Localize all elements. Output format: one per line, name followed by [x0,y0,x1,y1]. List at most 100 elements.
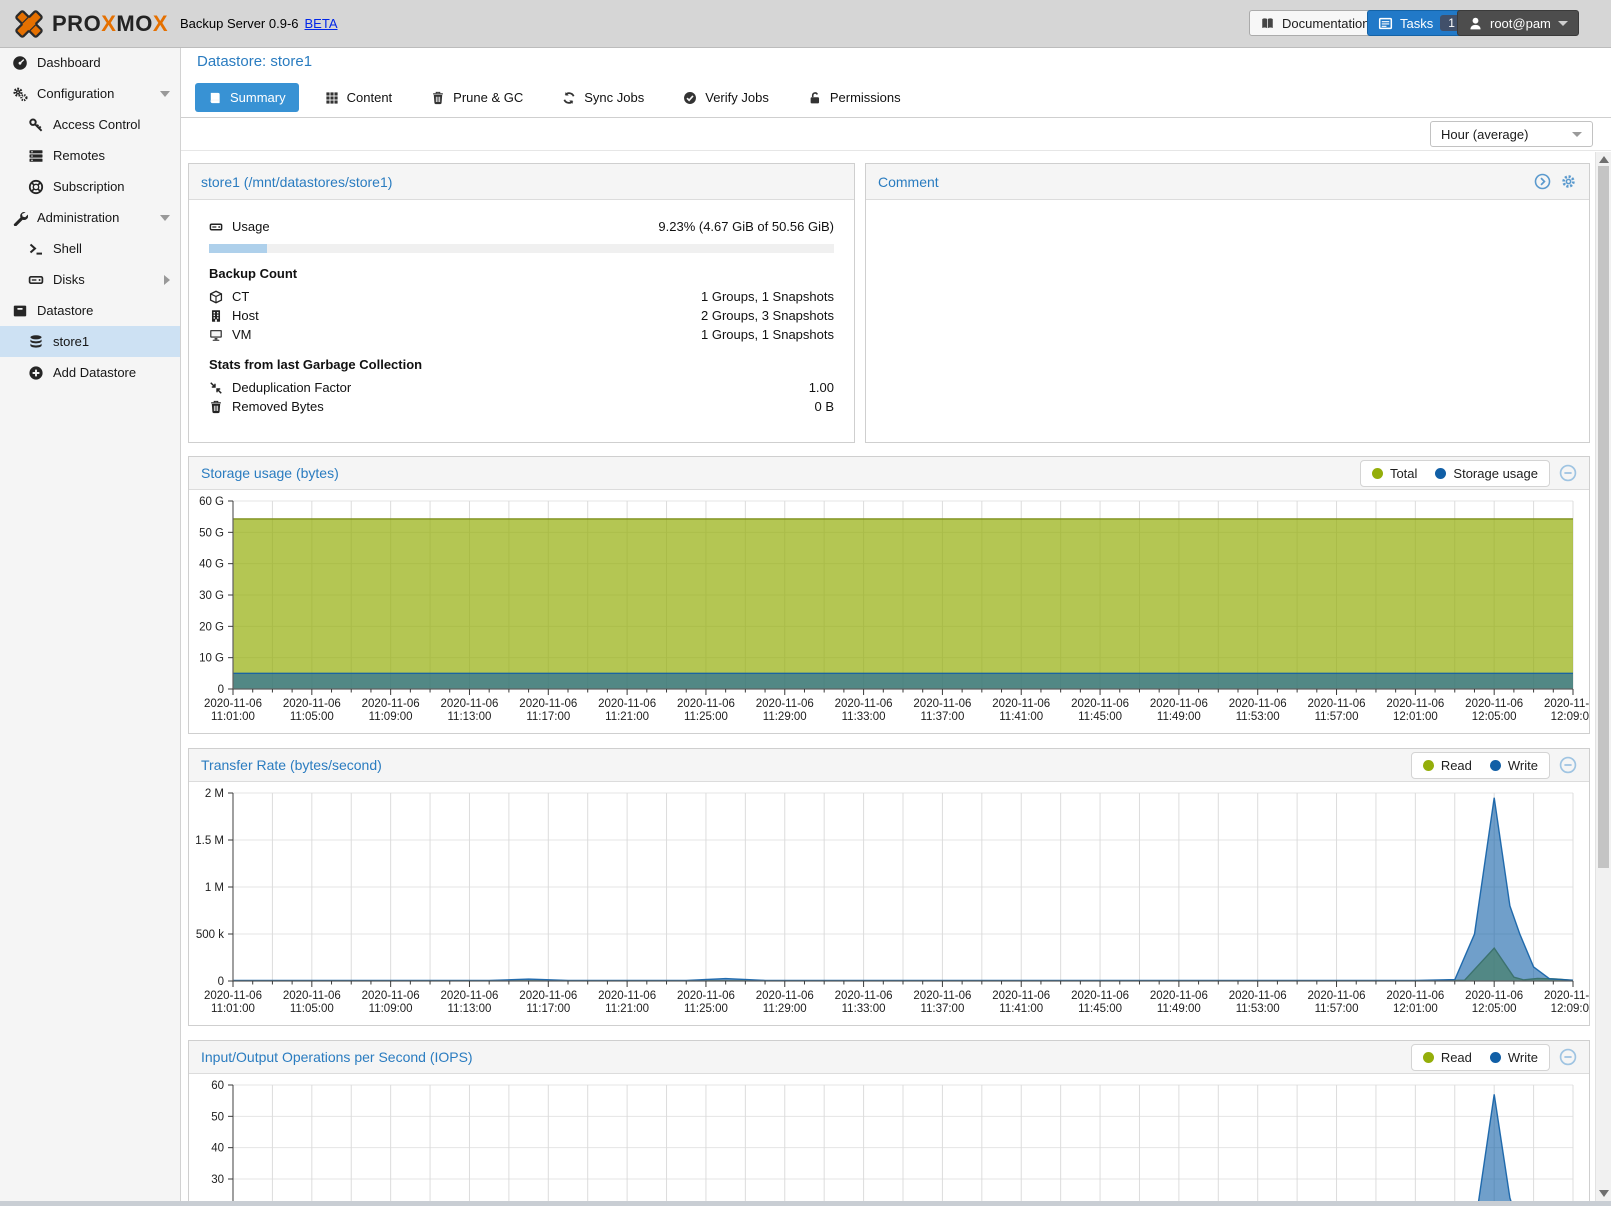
storage-usage-chart-panel: Storage usage (bytes) Total Storage usage … [188,456,1590,734]
sidebar-item-subscription[interactable]: Subscription [0,171,180,202]
sidebar-item-configuration[interactable]: Configuration [0,78,180,109]
svg-text:2020-11-06: 2020-11-06 [1229,698,1287,710]
svg-text:12:01:00: 12:01:00 [1393,1003,1438,1015]
tab-prune-gc[interactable]: Prune & GC [418,83,536,112]
legend-label: Storage usage [1453,465,1538,481]
svg-text:11:01:00: 11:01:00 [211,1003,255,1015]
collapse-chart-icon[interactable] [1559,1048,1577,1066]
gears-icon [12,86,28,102]
svg-text:2020-11-06: 2020-11-06 [677,990,735,1002]
datastore-summary-panel: store1 (/mnt/datastores/store1) Usage 9.… [188,163,855,443]
legend-item-total[interactable]: Total [1371,466,1417,481]
book-icon [208,91,222,105]
chevron-right-icon[interactable] [164,274,170,285]
legend-item-write[interactable]: Write [1489,758,1538,773]
chevron-down-icon [1572,131,1582,137]
tab-summary[interactable]: Summary [195,83,299,112]
gear-icon[interactable] [1560,173,1577,190]
legend-item-write[interactable]: Write [1489,1050,1538,1065]
svg-text:2020-11-06: 2020-11-06 [1071,990,1129,1002]
tabbar-divider [181,117,1611,118]
top-header-bar: PROXMOX Backup Server 0.9-6 BETA Document… [0,0,1611,48]
svg-text:2020-11-06: 2020-11-06 [519,990,577,1002]
chart-toolbar: Hour (average) [181,118,1611,151]
svg-text:2020-11-06: 2020-11-06 [1150,698,1208,710]
usage-value: 9.23% (4.67 GiB of 50.56 GiB) [658,219,834,234]
chart-legend: Read Write [1410,1043,1550,1071]
svg-text:11:05:00: 11:05:00 [290,1003,334,1015]
sidebar-item-add-datastore[interactable]: Add Datastore [0,357,180,388]
beta-link[interactable]: BETA [304,16,338,31]
sidebar-item-label: Configuration [37,86,115,101]
remotes-icon [28,148,44,164]
tab-label: Content [346,90,393,105]
legend-dot-icon [1422,1051,1434,1063]
svg-text:2020-11-06: 2020-11-06 [283,990,341,1002]
sidebar-item-dashboard[interactable]: Dashboard [0,47,180,78]
svg-text:12:09:00: 12:09:00 [1551,711,1589,723]
sidebar-item-access-control[interactable]: Access Control [0,109,180,140]
row-value: 2 Groups, 3 Snapshots [701,308,834,323]
hard-disk-icon [209,220,223,234]
svg-text:60: 60 [211,1080,224,1092]
sidebar-item-disks[interactable]: Disks [0,264,180,295]
legend-label: Read [1440,757,1472,773]
tab-content[interactable]: Content [312,83,406,112]
chart-legend: Total Storage usage [1359,459,1550,487]
tab-verify-jobs[interactable]: Verify Jobs [670,83,782,112]
chevron-right-circle-icon[interactable] [1534,173,1551,190]
user-menu-button[interactable]: root@pam [1457,10,1579,36]
sidebar-item-shell[interactable]: Shell [0,233,180,264]
row-label: Deduplication Factor [232,380,352,395]
legend-item-read[interactable]: Read [1422,1050,1472,1065]
svg-text:11:09:00: 11:09:00 [369,711,413,723]
backup-count-heading: Backup Count [209,266,298,281]
time-range-select[interactable]: Hour (average) [1430,121,1593,147]
tasks-button-label: Tasks [1400,15,1434,31]
svg-text:2020-11-06: 2020-11-06 [756,990,814,1002]
usage-progress-bar [209,244,834,253]
sidebar-item-datastore[interactable]: Datastore [0,295,180,326]
svg-text:2020-11-06: 2020-11-06 [1544,698,1589,710]
sidebar-item-label: Dashboard [37,55,101,70]
collapse-chart-icon[interactable] [1559,464,1577,482]
deduplication-factor-row: Deduplication Factor 1.00 [209,378,834,397]
svg-text:2020-11-06: 2020-11-06 [1386,990,1444,1002]
vertical-scrollbar[interactable] [1595,152,1611,1201]
chevron-down-icon[interactable] [160,214,170,221]
svg-text:40: 40 [211,1143,224,1155]
sidebar-item-label: Disks [53,272,85,287]
svg-text:50: 50 [211,1111,224,1123]
box-icon [12,303,28,319]
scrollbar-thumb[interactable] [1598,166,1609,868]
ct-row: CT 1 Groups, 1 Snapshots [209,287,834,306]
svg-text:2020-11-06: 2020-11-06 [913,990,971,1002]
documentation-button[interactable]: Documentation [1249,10,1381,36]
tab-permissions[interactable]: Permissions [795,83,914,112]
tab-sync-jobs[interactable]: Sync Jobs [549,83,657,112]
sidebar-item-store1[interactable]: store1 [0,326,180,357]
legend-dot-icon [1371,467,1383,479]
svg-text:12:09:00: 12:09:00 [1551,1003,1589,1015]
svg-text:11:49:00: 11:49:00 [1157,1003,1201,1015]
svg-text:11:57:00: 11:57:00 [1315,711,1359,723]
sidebar-item-remotes[interactable]: Remotes [0,140,180,171]
sidebar-item-label: Subscription [53,179,125,194]
sidebar-item-administration[interactable]: Administration [0,202,180,233]
chevron-down-icon[interactable] [160,90,170,97]
legend-item-read[interactable]: Read [1422,757,1472,773]
proxmox-logo-icon [15,10,43,38]
svg-text:2020-11-06: 2020-11-06 [1308,990,1366,1002]
collapse-chart-icon[interactable] [1559,756,1577,774]
row-label: Host [232,308,259,323]
scroll-down-arrow-icon[interactable] [1599,1190,1609,1197]
chevron-down-icon [1557,20,1568,26]
comment-body[interactable] [866,200,1589,217]
host-row: Host 2 Groups, 3 Snapshots [209,306,834,325]
legend-item-storage-usage[interactable]: Storage usage [1435,466,1538,481]
scroll-up-arrow-icon[interactable] [1599,156,1609,163]
svg-text:2020-11-06: 2020-11-06 [1465,990,1523,1002]
svg-text:2 M: 2 M [205,788,224,800]
cube-icon [209,290,223,304]
